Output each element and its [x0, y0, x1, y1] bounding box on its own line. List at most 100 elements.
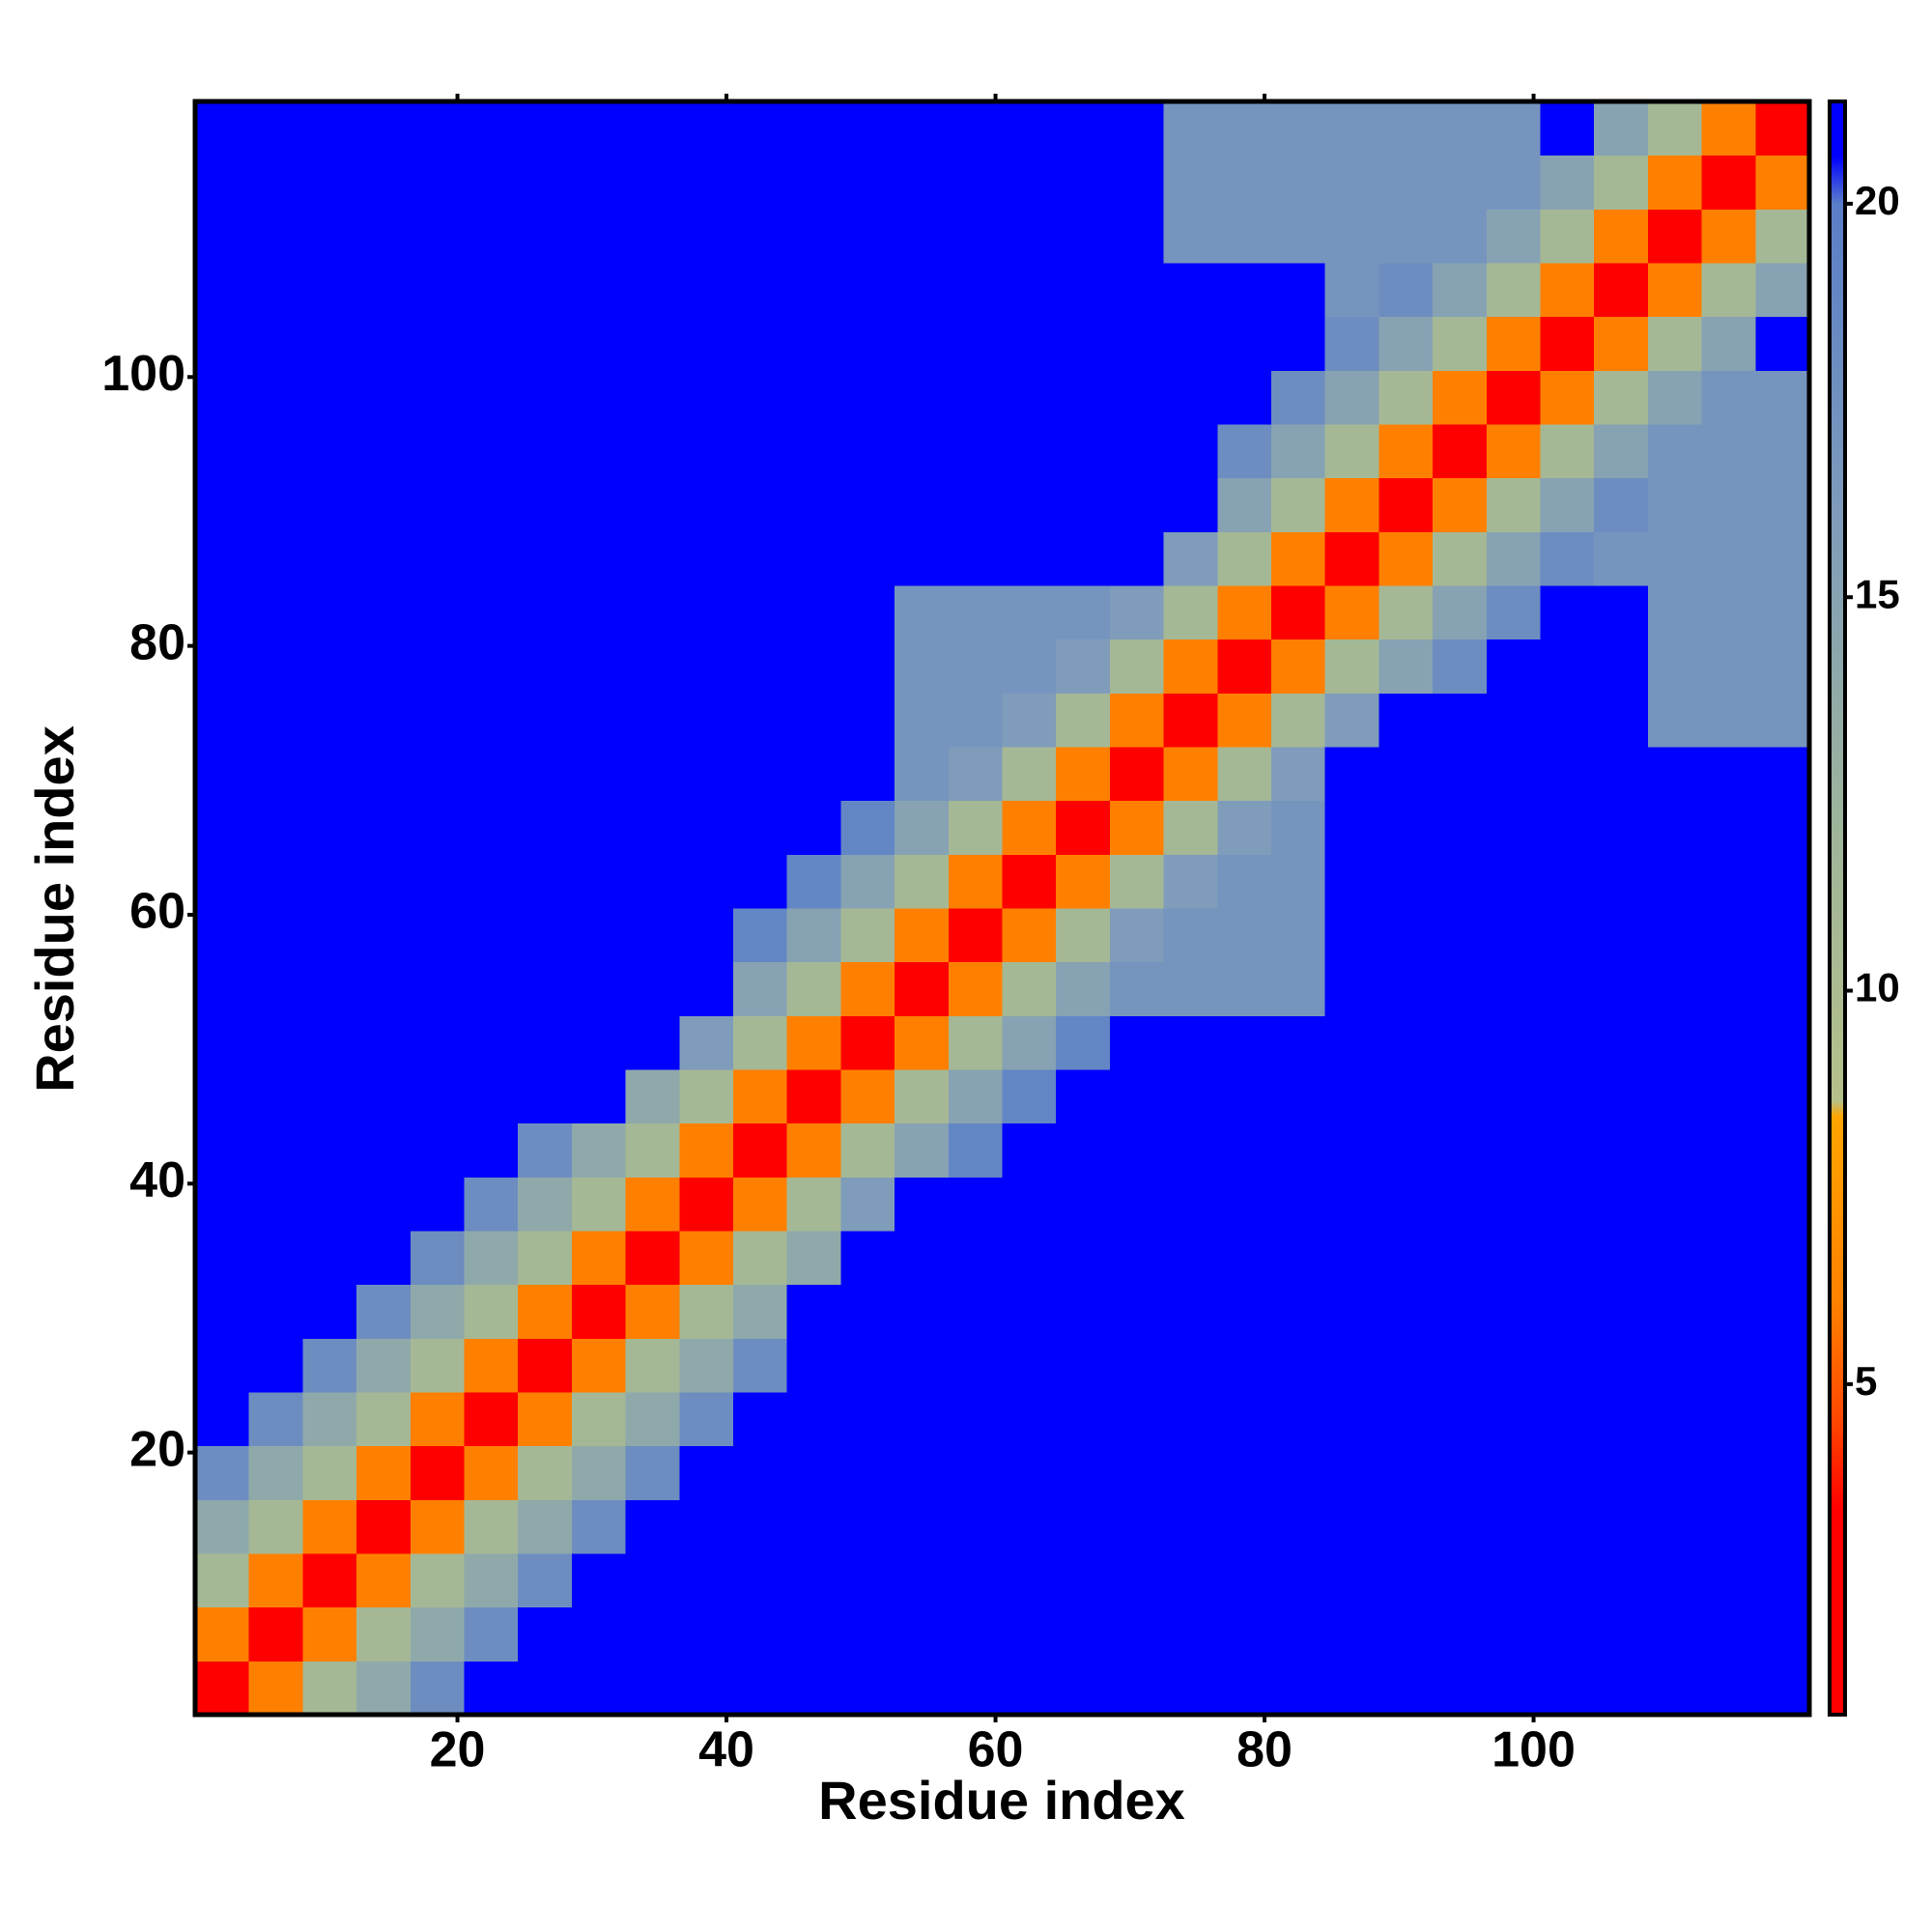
heatmap-cell [1002, 747, 1057, 802]
heatmap-cell [464, 1392, 519, 1447]
heatmap-cell [464, 1661, 519, 1716]
heatmap-cell [571, 747, 627, 802]
heatmap-cell [464, 908, 519, 963]
heatmap-cell [1486, 370, 1541, 425]
heatmap-cell [1002, 961, 1057, 1016]
x-axis-label: Residue index [818, 1770, 1185, 1831]
heatmap-cell [1217, 585, 1272, 640]
heatmap-cell [840, 209, 895, 264]
heatmap-cell [679, 1231, 734, 1286]
heatmap-cell [302, 1231, 357, 1286]
heatmap-cell [410, 585, 465, 640]
heatmap-cell [464, 209, 519, 264]
heatmap-cell [410, 1015, 465, 1070]
heatmap-cell [464, 1122, 519, 1178]
heatmap-cell [840, 1499, 895, 1554]
heatmap-cell [1324, 1069, 1379, 1124]
heatmap-cell [1163, 1284, 1218, 1339]
heatmap-cell [948, 209, 1003, 264]
heatmap-cell [786, 961, 841, 1016]
heatmap-cell [1163, 639, 1218, 694]
heatmap-cell [248, 1606, 303, 1662]
heatmap-cell [1163, 1122, 1218, 1178]
heatmap-cell [356, 1392, 412, 1447]
heatmap-cell [1109, 1445, 1165, 1500]
heatmap-cell [1594, 1553, 1649, 1608]
heatmap-cell [1324, 639, 1379, 694]
heatmap-cell [1056, 424, 1111, 479]
heatmap-cell [948, 477, 1003, 532]
heatmap-cell [410, 961, 465, 1016]
heatmap-cell [679, 101, 734, 156]
heatmap-cell [1647, 800, 1703, 855]
heatmap-cell [1217, 961, 1272, 1016]
heatmap-cell [948, 908, 1003, 963]
heatmap-cell [1271, 424, 1326, 479]
heatmap-cell [1109, 1606, 1165, 1662]
heatmap-cell [410, 1553, 465, 1608]
heatmap-cell [948, 961, 1003, 1016]
heatmap-cell [948, 1338, 1003, 1393]
heatmap-cell [1163, 1553, 1218, 1608]
heatmap-cell [1163, 1069, 1218, 1124]
heatmap-cell [356, 854, 412, 909]
heatmap-cell [195, 316, 250, 371]
heatmap-cell [1594, 531, 1649, 586]
heatmap-cell [1109, 1392, 1165, 1447]
heatmap-cell [1002, 477, 1057, 532]
heatmap-cell [1378, 424, 1434, 479]
heatmap-cell [248, 854, 303, 909]
heatmap-cell [1594, 1392, 1649, 1447]
heatmap-cell [1486, 1661, 1541, 1716]
heatmap-cell [1378, 209, 1434, 264]
heatmap-cell [1217, 1606, 1272, 1662]
heatmap-cell [518, 800, 573, 855]
heatmap-cell [1271, 1231, 1326, 1286]
heatmap-cell [895, 155, 950, 210]
heatmap-cell [679, 1499, 734, 1554]
heatmap-cell [1002, 1177, 1057, 1232]
heatmap-cell [410, 424, 465, 479]
heatmap-cell [1433, 316, 1488, 371]
heatmap-cell [895, 639, 950, 694]
heatmap-cell [1002, 1606, 1057, 1662]
heatmap-cell [895, 800, 950, 855]
heatmap-cell [464, 854, 519, 909]
heatmap-cell [1002, 1445, 1057, 1500]
heatmap-cell [1271, 1015, 1326, 1070]
heatmap-cell [248, 747, 303, 802]
heatmap-cell [1701, 263, 1756, 318]
heatmap-cell [1324, 531, 1379, 586]
heatmap-cell [1647, 209, 1703, 264]
heatmap-cell [356, 585, 412, 640]
heatmap-cell [1056, 747, 1111, 802]
heatmap-cell [1540, 1661, 1595, 1716]
heatmap-cell [410, 370, 465, 425]
heatmap-cell [1163, 370, 1218, 425]
heatmap-cell [1433, 477, 1488, 532]
heatmap-cell [786, 1069, 841, 1124]
heatmap-cell [518, 316, 573, 371]
heatmap-cell [679, 424, 734, 479]
heatmap-cell [1486, 531, 1541, 586]
heatmap-cell [1540, 1606, 1595, 1662]
heatmap-cell [1540, 316, 1595, 371]
heatmap-cell [195, 477, 250, 532]
heatmap-cell [1594, 1338, 1649, 1393]
heatmap-cell [1056, 1392, 1111, 1447]
heatmap-cell [1217, 424, 1272, 479]
heatmap-cell [1540, 1069, 1595, 1124]
heatmap-cell [1378, 1284, 1434, 1339]
heatmap-cell [679, 1661, 734, 1716]
y-tick-label: 60 [129, 884, 185, 940]
heatmap-cell [895, 854, 950, 909]
heatmap-cell [518, 1499, 573, 1554]
heatmap-cell [356, 263, 412, 318]
heatmap-cell [410, 263, 465, 318]
heatmap-cell [571, 101, 627, 156]
heatmap-cell [1755, 477, 1810, 532]
heatmap-cell [1056, 1445, 1111, 1500]
heatmap-cell [840, 908, 895, 963]
heatmap-cell [733, 101, 788, 156]
heatmap-cell [1540, 1015, 1595, 1070]
